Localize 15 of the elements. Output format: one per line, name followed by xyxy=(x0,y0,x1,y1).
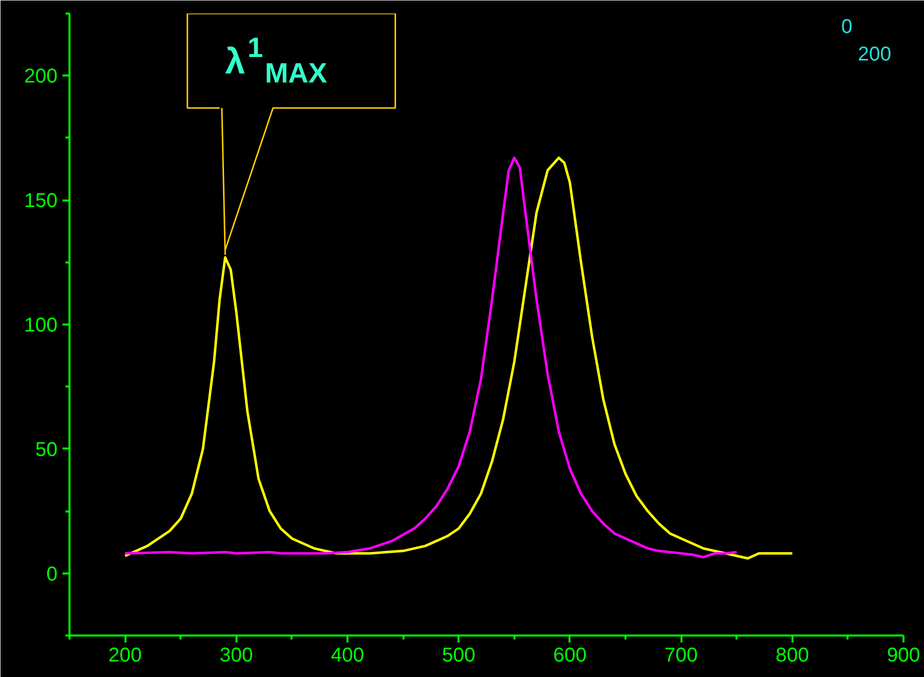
x-tick-label: 400 xyxy=(330,644,364,666)
y-tick-label: 50 xyxy=(35,438,58,461)
x-tick-label: 600 xyxy=(553,644,587,666)
y-tick-label: 100 xyxy=(24,314,58,336)
x-tick-label: 300 xyxy=(220,644,253,666)
x-tick-label: 800 xyxy=(776,644,809,666)
annotation: 200 xyxy=(858,43,892,66)
y-tick-label: 0 xyxy=(46,563,58,586)
y-tick-label: 200 xyxy=(24,66,58,88)
x-tick-label: 200 xyxy=(108,644,142,666)
x-tick-label: 700 xyxy=(664,644,698,666)
x-tick-label: 500 xyxy=(442,644,476,666)
annotation: 0 xyxy=(841,16,852,38)
y-tick-label: 150 xyxy=(24,190,58,212)
x-tick-label: 900 xyxy=(886,644,920,666)
